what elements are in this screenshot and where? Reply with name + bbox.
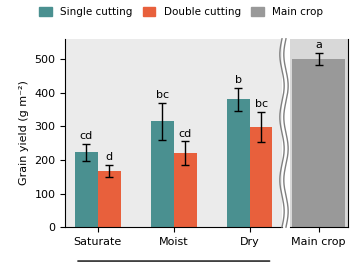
Text: bc: bc <box>254 99 268 109</box>
Bar <box>98 171 121 227</box>
Text: cd: cd <box>80 131 93 141</box>
Y-axis label: Grain yield (g m⁻²): Grain yield (g m⁻²) <box>19 81 29 185</box>
Text: b: b <box>235 75 242 85</box>
Bar <box>292 59 345 227</box>
Text: a: a <box>315 40 322 50</box>
Bar <box>227 99 250 227</box>
Text: bc: bc <box>156 90 169 100</box>
Bar <box>75 152 98 227</box>
Bar <box>174 153 197 227</box>
Bar <box>151 121 174 227</box>
Legend: Single cutting, Double cutting, Main crop: Single cutting, Double cutting, Main cro… <box>35 2 327 21</box>
Text: d: d <box>106 152 113 162</box>
Bar <box>250 127 273 227</box>
Text: cd: cd <box>178 129 192 139</box>
